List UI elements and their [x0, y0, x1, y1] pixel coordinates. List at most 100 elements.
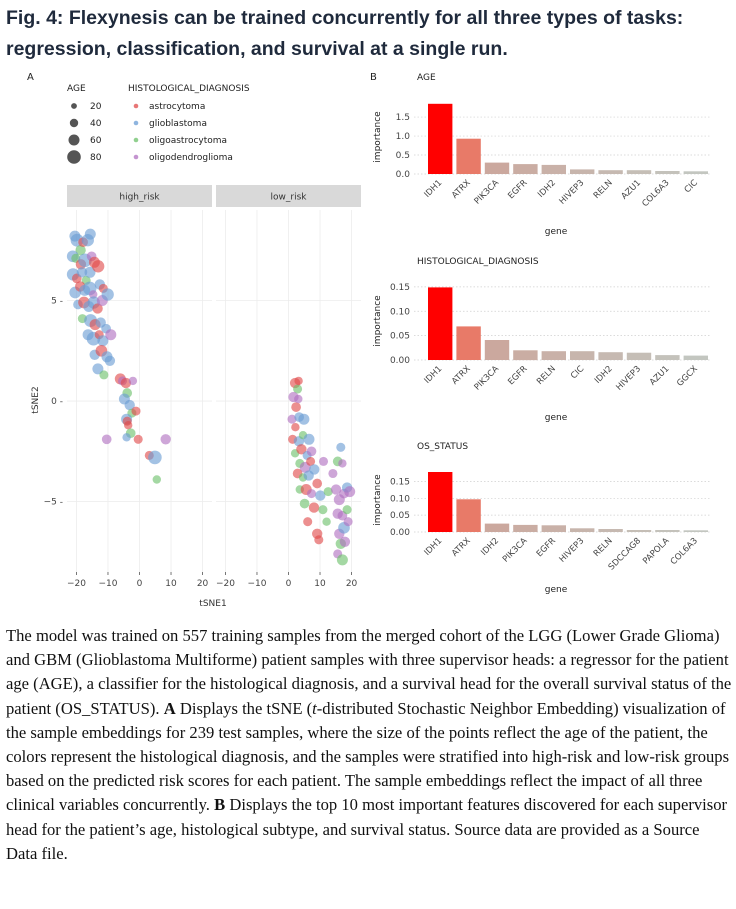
bar-x-axis-label: gene: [545, 413, 568, 423]
bar-x-tick-label: IDH1: [423, 178, 445, 200]
bar-x-tick-label: PAPOLA: [641, 536, 672, 567]
legend-age-swatch: [71, 103, 77, 109]
scatter-point: [122, 433, 131, 442]
bar-y-tick-label: 1.0: [396, 132, 411, 142]
caption-a-label: A: [163, 698, 176, 718]
x-tick-label: −10: [247, 579, 266, 589]
bar-x-tick-label: HIVEP3: [558, 536, 587, 565]
bar-x-tick-label: AZU1: [620, 178, 644, 202]
bar-x-tick-label: HIVEP3: [558, 178, 587, 207]
facet-label-high-risk: high_risk: [119, 193, 160, 203]
scatter-gridlines: [67, 210, 361, 572]
bar: [513, 350, 538, 361]
bar: [655, 355, 680, 360]
scatter-point: [287, 414, 297, 424]
x-tick-label: −20: [67, 579, 86, 589]
bar: [570, 351, 595, 360]
scatter-point: [303, 433, 315, 445]
bar: [598, 170, 623, 174]
legend-age-items: 20 40 60 80: [67, 102, 102, 164]
bar-chart-os-status: OS_STATUS 0.00 0.05 0.10 0.15 IDH1 ATRX IDH2 PIK…: [373, 442, 710, 595]
scatter-point: [105, 329, 117, 341]
scatter-point: [294, 376, 303, 386]
legend-age-swatch: [69, 118, 79, 128]
bar-y-tick-label: 0.10: [390, 307, 410, 317]
bar: [655, 171, 680, 174]
scatter-point: [338, 459, 347, 468]
bar-y-axis-label: importance: [373, 295, 383, 347]
scatter-axis-ticks: −20 −10 0 10 20 −20 −10 0 10 20 5 - 0 - −5 -: [44, 297, 358, 590]
bar-chart-age: AGE 0.0 0.5 1.0 1.5 IDH1 ATRX PIK3CA EGFR IDH2 HIV…: [373, 73, 710, 237]
scatter-point: [99, 370, 109, 380]
bar-x-tick-label: ATRX: [450, 536, 473, 559]
legend-dx-swatch: [133, 137, 139, 143]
scatter-point: [97, 335, 109, 347]
scatter-point: [303, 470, 314, 481]
scatter-point: [75, 245, 86, 256]
bar: [626, 530, 652, 532]
scatter-point: [344, 486, 356, 498]
figure-panels: A B AGE 20 40 60 80 HISTOLOGICAL_DIAGNOSIS …: [27, 72, 710, 609]
facet-strip-low-risk: [216, 185, 361, 207]
y-tick-label: −5 -: [44, 498, 63, 508]
x-tick-label: 20: [346, 579, 358, 589]
bar: [484, 162, 510, 174]
scatter-point: [152, 475, 161, 484]
bar-x-tick-label: PIK3CA: [501, 536, 530, 565]
bar: [428, 103, 453, 174]
scatter-point: [92, 303, 103, 314]
bar-x-tick-label: EGFR: [506, 364, 529, 387]
legend-dx-label: oligodendroglioma: [149, 153, 233, 163]
legend-age-label: 80: [90, 153, 102, 163]
bar-x-tick-label: PIK3CA: [473, 178, 502, 207]
bar: [683, 530, 708, 532]
bar-y-tick-label: 0.15: [390, 477, 410, 487]
x-tick-label: −10: [98, 579, 117, 589]
bar-chart-histological-diagnosis: HISTOLOGICAL_DIAGNOSIS 0.00 0.05 0.10 0.15 ID…: [373, 257, 710, 423]
scatter-point: [318, 505, 328, 515]
bar-x-tick-label: RELN: [535, 364, 558, 387]
x-tick-label: 10: [314, 579, 326, 589]
bar-x-tick-label: RELN: [592, 178, 615, 201]
scatter-point: [330, 484, 342, 495]
bar: [541, 525, 566, 532]
scatter-point: [133, 434, 143, 444]
scatter-point: [315, 490, 326, 501]
bar: [513, 164, 538, 174]
legend: AGE 20 40 60 80 HISTOLOGICAL_DIAGNOSIS astr…: [67, 84, 250, 164]
bar: [541, 351, 566, 360]
bar-y-tick-label: 0.0: [396, 170, 411, 180]
scatter-point: [104, 355, 116, 366]
bar-x-tick-label: RELN: [592, 536, 615, 559]
legend-dx-swatch: [133, 103, 139, 109]
bar: [428, 472, 453, 532]
bar-y-tick-label: 0.05: [390, 332, 410, 342]
bar-x-tick-label: AZU1: [648, 364, 672, 388]
scatter-point: [122, 416, 132, 426]
bar: [513, 524, 538, 532]
scatter-point: [306, 489, 317, 499]
scatter-point: [298, 413, 310, 425]
bar-x-tick-label: IDH2: [479, 536, 501, 558]
scatter-points-high-risk: [66, 228, 171, 484]
bar-x-tick-label: CIC: [569, 364, 586, 381]
scatter-point: [128, 376, 138, 386]
bar-chart-title: AGE: [417, 73, 436, 83]
x-tick-label: 0: [137, 579, 143, 589]
bar-y-tick-label: 0.00: [390, 356, 410, 366]
bar-y-tick-label: 0.05: [390, 511, 410, 521]
x-tick-label: 20: [197, 579, 209, 589]
bar: [484, 523, 510, 532]
bar: [683, 355, 708, 360]
legend-dx-title: HISTOLOGICAL_DIAGNOSIS: [128, 84, 250, 94]
legend-age-swatch: [68, 134, 80, 146]
bar: [598, 529, 623, 532]
figure-title: Fig. 4: Flexynesis can be trained concur…: [6, 7, 684, 60]
bar-x-tick-label: CIC: [683, 178, 700, 195]
bar-chart-title: OS_STATUS: [417, 442, 468, 452]
bar: [655, 530, 680, 532]
facet-strip-high-risk: [67, 185, 212, 207]
scatter-point: [148, 450, 162, 465]
panel-b-label: B: [370, 72, 377, 83]
